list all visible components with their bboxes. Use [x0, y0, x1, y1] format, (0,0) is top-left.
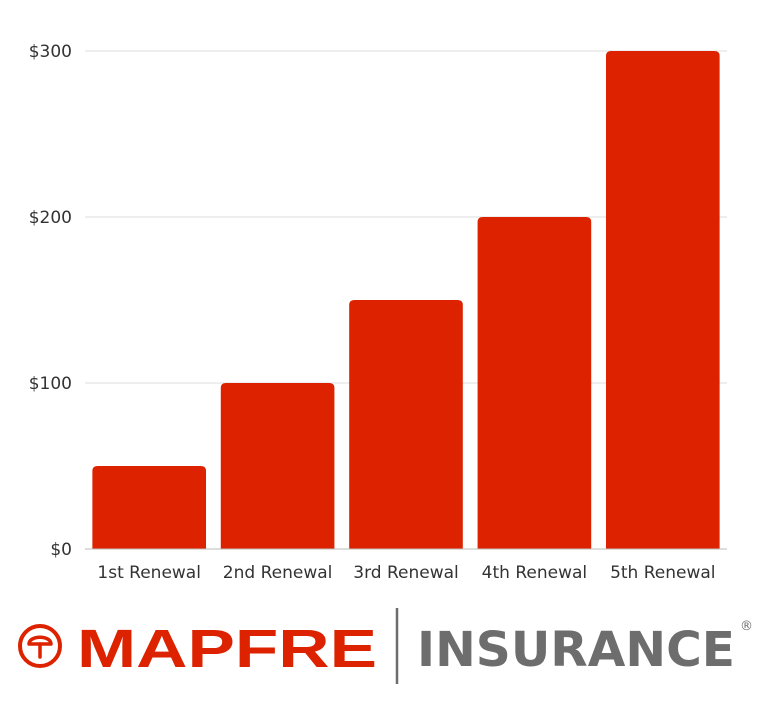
x-category-label: 5th Renewal: [610, 563, 715, 583]
y-axis-tick-labels: $0 $100 $200 $300: [29, 42, 72, 560]
mapfre-emblem-icon: [18, 624, 62, 668]
y-tick-label: $100: [29, 374, 72, 394]
x-axis-category-labels: 1st Renewal 2nd Renewal 3rd Renewal 4th Ren…: [97, 563, 715, 583]
registered-mark: ®: [740, 619, 753, 634]
y-tick-label: $200: [29, 208, 72, 228]
bar-2: [220, 383, 335, 549]
bar-chart: $0 $100 $200 $300 1st Renewal 2nd Renewal 3rd…: [29, 42, 727, 583]
y-tick-label: $300: [29, 42, 72, 62]
y-tick-label: $0: [50, 540, 72, 560]
logo-insurance-text: INSURANCE: [417, 622, 735, 678]
x-category-label: 4th Renewal: [482, 563, 587, 583]
x-category-label: 1st Renewal: [97, 563, 201, 583]
x-category-label: 2nd Renewal: [223, 563, 333, 583]
x-category-label: 3rd Renewal: [353, 563, 459, 583]
bar-5: [605, 51, 720, 549]
mapfre-insurance-logo: MAPFRE INSURANCE ®: [18, 608, 753, 684]
bar-4: [477, 217, 592, 549]
logo-brand-text: MAPFRE: [77, 619, 377, 679]
bar-3: [349, 300, 463, 549]
bar-1: [92, 466, 207, 549]
bars: [92, 51, 720, 549]
